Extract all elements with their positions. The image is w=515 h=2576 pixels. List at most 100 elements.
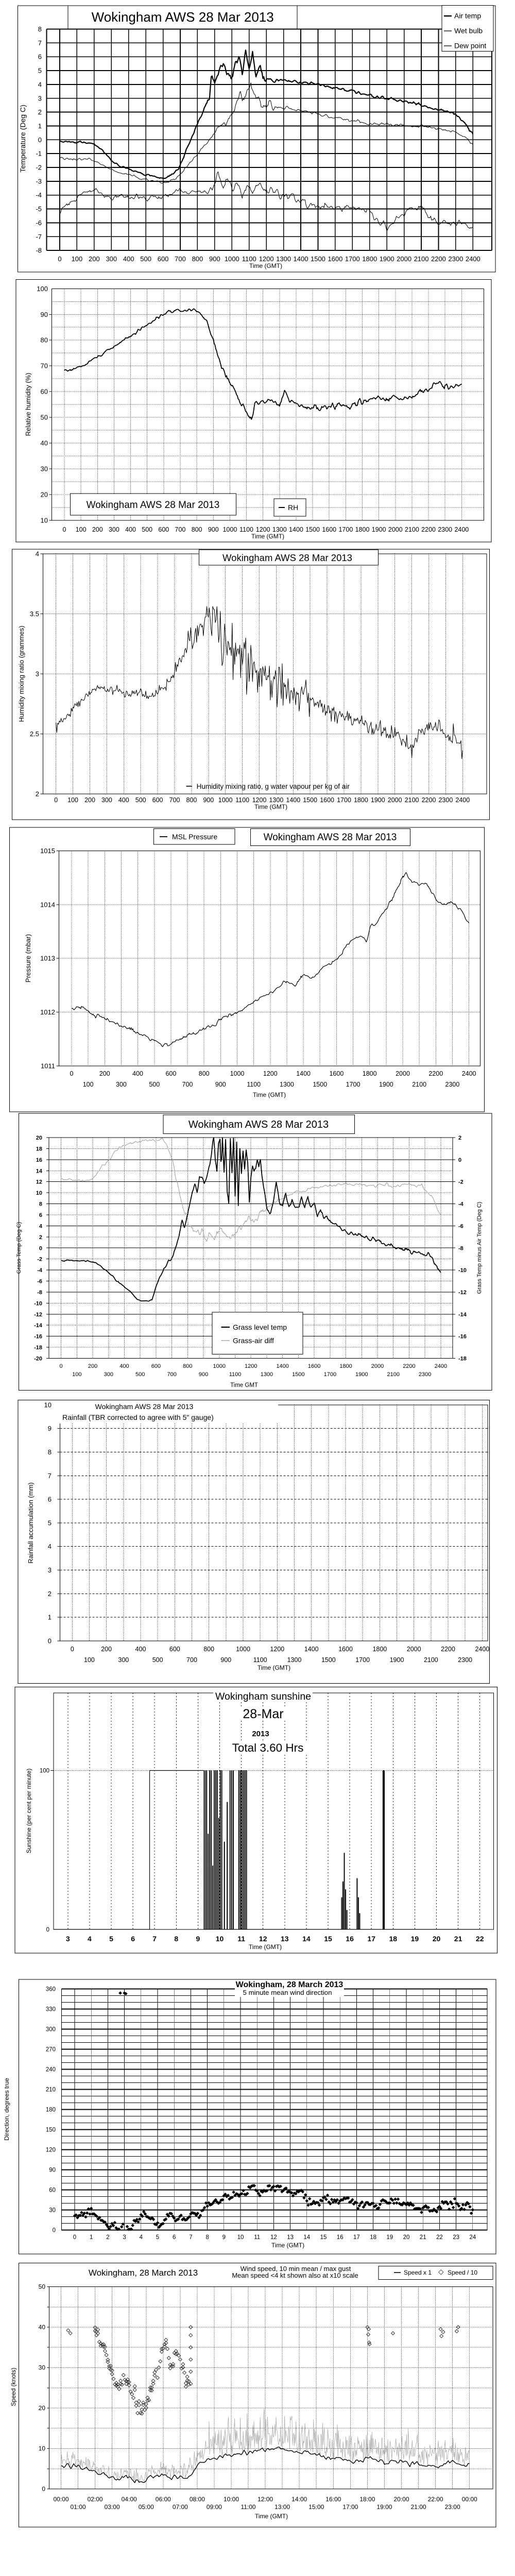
svg-text:10: 10 xyxy=(36,1190,42,1196)
svg-text:Wokingham sunshine: Wokingham sunshine xyxy=(215,1691,311,1702)
svg-text:1700: 1700 xyxy=(345,255,360,263)
svg-text:1300: 1300 xyxy=(269,796,283,804)
svg-text:800: 800 xyxy=(183,1363,192,1369)
svg-text:13:00: 13:00 xyxy=(274,2503,290,2511)
svg-text:4: 4 xyxy=(39,1223,43,1229)
svg-text:7: 7 xyxy=(38,39,42,47)
svg-text:0: 0 xyxy=(73,2234,76,2241)
svg-text:1600: 1600 xyxy=(328,255,342,263)
svg-text:1200: 1200 xyxy=(263,1070,278,1077)
svg-text:2300: 2300 xyxy=(419,1371,431,1378)
svg-text:300: 300 xyxy=(106,255,117,263)
svg-text:500: 500 xyxy=(152,1656,163,1664)
svg-text:Humidity mixing ratio (grammes: Humidity mixing ratio (grammes) xyxy=(18,625,25,722)
svg-text:1500: 1500 xyxy=(311,255,325,263)
svg-text:18:00: 18:00 xyxy=(359,2496,375,2503)
svg-text:Total 3.60 Hrs: Total 3.60 Hrs xyxy=(232,1741,304,1754)
svg-text:0: 0 xyxy=(42,2485,45,2493)
svg-text:2.5: 2.5 xyxy=(30,730,39,738)
svg-text:13: 13 xyxy=(281,1935,289,1943)
svg-text:900: 900 xyxy=(199,1371,208,1378)
svg-text:1700: 1700 xyxy=(338,526,353,533)
svg-text:600: 600 xyxy=(152,796,163,804)
svg-text:15:00: 15:00 xyxy=(308,2503,324,2511)
svg-text:1012: 1012 xyxy=(40,1008,55,1016)
svg-text:12: 12 xyxy=(259,1935,267,1943)
svg-text:21: 21 xyxy=(454,1935,462,1943)
svg-text:5: 5 xyxy=(48,1519,52,1527)
svg-text:07:00: 07:00 xyxy=(173,2503,188,2511)
svg-text:330: 330 xyxy=(46,2006,56,2012)
svg-text:2400: 2400 xyxy=(466,255,480,263)
svg-text:400: 400 xyxy=(119,1363,129,1369)
svg-text:14: 14 xyxy=(36,1168,43,1174)
svg-text:1800: 1800 xyxy=(339,1363,352,1369)
svg-text:1800: 1800 xyxy=(372,1646,387,1653)
svg-text:8: 8 xyxy=(38,25,42,33)
svg-text:18: 18 xyxy=(370,2234,376,2241)
svg-text:1100: 1100 xyxy=(235,796,249,804)
svg-text:-4: -4 xyxy=(36,191,42,199)
svg-text:210: 210 xyxy=(46,2087,56,2093)
svg-text:12: 12 xyxy=(36,1179,42,1185)
svg-text:900: 900 xyxy=(220,1656,231,1664)
svg-text:3: 3 xyxy=(36,670,39,677)
svg-text:4: 4 xyxy=(88,1935,92,1943)
svg-text:700: 700 xyxy=(182,1081,193,1088)
svg-text:-20: -20 xyxy=(34,1356,42,1362)
svg-text:Humidity mixing ratio, g water: Humidity mixing ratio, g water vapour pe… xyxy=(197,783,350,790)
svg-text:Wokingham AWS 28 Mar 2013: Wokingham AWS 28 Mar 2013 xyxy=(188,1119,329,1130)
svg-text:Grass Temp minus Air Temp (Deg: Grass Temp minus Air Temp (Deg C) xyxy=(476,1202,483,1294)
svg-text:Time GMT: Time GMT xyxy=(230,1382,258,1388)
svg-text:3: 3 xyxy=(38,94,42,102)
svg-text:2: 2 xyxy=(38,108,42,116)
svg-text:16:00: 16:00 xyxy=(325,2496,341,2503)
svg-text:14: 14 xyxy=(303,2234,310,2241)
svg-text:11: 11 xyxy=(237,1935,245,1943)
svg-text:5: 5 xyxy=(109,1935,113,1943)
svg-text:2100: 2100 xyxy=(412,1081,426,1088)
svg-text:2: 2 xyxy=(39,1234,42,1241)
svg-text:6: 6 xyxy=(48,1496,52,1503)
svg-text:Wokingham, 28 March 2013: Wokingham, 28 March 2013 xyxy=(89,2268,198,2278)
svg-text:0: 0 xyxy=(38,136,42,144)
svg-text:16: 16 xyxy=(337,2234,344,2241)
svg-text:04:00: 04:00 xyxy=(122,2496,137,2503)
svg-text:1200: 1200 xyxy=(245,1363,257,1369)
svg-text:Time (GMT): Time (GMT) xyxy=(249,262,282,269)
svg-text:1800: 1800 xyxy=(363,1070,377,1077)
svg-text:300: 300 xyxy=(116,1081,127,1088)
svg-text:2300: 2300 xyxy=(448,255,463,263)
svg-text:-10: -10 xyxy=(458,1267,467,1274)
svg-text:2000: 2000 xyxy=(388,526,403,533)
svg-text:0: 0 xyxy=(48,1637,52,1645)
svg-text:8: 8 xyxy=(48,1448,52,1456)
svg-text:3: 3 xyxy=(123,2234,126,2241)
svg-text:24: 24 xyxy=(469,2234,476,2241)
svg-text:-8: -8 xyxy=(458,1245,464,1251)
svg-text:2200: 2200 xyxy=(441,1646,455,1653)
svg-text:4: 4 xyxy=(140,2234,143,2241)
svg-text:Time (GMT): Time (GMT) xyxy=(258,1664,290,1671)
svg-text:120: 120 xyxy=(46,2147,56,2153)
svg-text:700: 700 xyxy=(167,1371,176,1378)
svg-text:03:00: 03:00 xyxy=(105,2503,120,2511)
svg-text:1200: 1200 xyxy=(256,526,270,533)
svg-text:240: 240 xyxy=(46,2066,56,2073)
svg-text:1013: 1013 xyxy=(40,955,55,962)
svg-text:2300: 2300 xyxy=(438,796,453,804)
svg-text:08:00: 08:00 xyxy=(190,2496,205,2503)
svg-text:20: 20 xyxy=(36,1135,42,1141)
svg-text:21: 21 xyxy=(420,2234,426,2241)
svg-text:300: 300 xyxy=(46,2026,56,2032)
svg-text:18: 18 xyxy=(389,1935,398,1943)
svg-text:1200: 1200 xyxy=(270,1646,284,1653)
svg-text:17:00: 17:00 xyxy=(342,2503,358,2511)
svg-text:2000: 2000 xyxy=(396,1070,410,1077)
svg-text:1900: 1900 xyxy=(371,796,385,804)
svg-text:21:00: 21:00 xyxy=(411,2503,426,2511)
svg-text:1400: 1400 xyxy=(286,796,300,804)
svg-text:15: 15 xyxy=(320,2234,327,2241)
svg-text:-6: -6 xyxy=(458,1223,464,1229)
svg-text:2: 2 xyxy=(106,2234,109,2241)
